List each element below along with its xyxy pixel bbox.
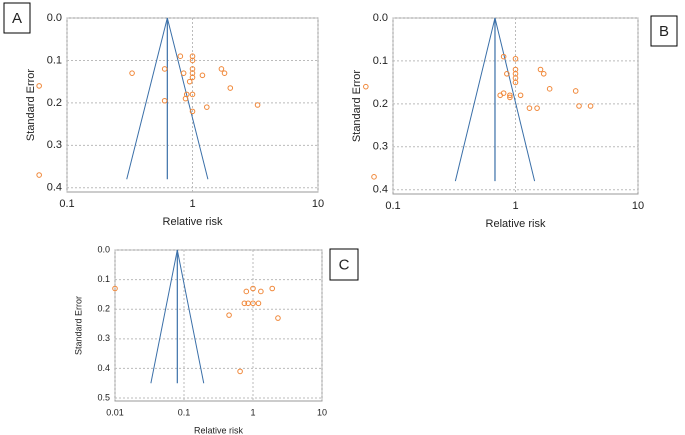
point <box>250 300 256 307</box>
y-axis-label: Standard Error <box>351 70 363 142</box>
point <box>500 90 507 96</box>
y-tick-label: 0.1 <box>373 55 388 67</box>
y-tick-label: 0.0 <box>47 12 62 24</box>
plot-area <box>66 17 319 193</box>
point <box>255 300 262 307</box>
point <box>199 72 206 79</box>
point <box>36 172 42 178</box>
point <box>186 78 193 85</box>
point <box>576 103 582 109</box>
point <box>546 86 553 92</box>
x-tick-label: 0.01 <box>106 407 124 417</box>
point <box>512 55 519 62</box>
point <box>363 83 369 90</box>
point <box>203 104 210 110</box>
x-tick-label: 1 <box>250 407 255 417</box>
point <box>161 66 168 72</box>
point <box>534 105 540 111</box>
x-tick-label: 0.1 <box>385 200 400 212</box>
point <box>129 70 135 76</box>
point <box>572 88 579 94</box>
point <box>189 91 196 98</box>
chart-panel: 0.01 0.1 1 10 0.0 0.1 0.2 0.3 0.4 0.5 Relative ris… <box>73 244 359 435</box>
chart-panel: 0.1 1 10 0.0 0.1 0.2 0.3 0.4 Relative risk Standa… <box>351 12 678 230</box>
point <box>269 285 276 292</box>
x-tick-label: 1 <box>189 198 195 210</box>
x-tick-label: 10 <box>317 407 327 417</box>
x-tick-label: 0.1 <box>59 198 74 210</box>
panel-box <box>3 2 31 34</box>
point <box>504 71 510 77</box>
point <box>250 285 256 292</box>
y-tick-label: 0.3 <box>97 333 110 343</box>
point <box>517 92 524 99</box>
y-tick-label: 0.1 <box>97 274 110 284</box>
y-tick-label: 0.5 <box>97 392 110 402</box>
point <box>537 66 544 73</box>
y-tick-label: 0.0 <box>97 244 110 254</box>
point <box>180 70 187 76</box>
point <box>500 53 507 60</box>
point <box>587 103 594 109</box>
x-axis-label: Relative risk <box>486 218 546 230</box>
chart-panel: 0.1 1 10 0.0 0.1 0.2 0.3 0.4 Relative risk Standa… <box>3 2 324 228</box>
point <box>512 79 519 86</box>
point <box>526 105 533 111</box>
point <box>182 95 189 102</box>
plot-area <box>114 249 323 402</box>
y-tick-label: 0.2 <box>373 98 388 110</box>
point <box>371 174 377 180</box>
y-tick-label: 0.4 <box>373 184 388 196</box>
y-tick-label: 0.1 <box>47 54 62 66</box>
y-axis-label: Standard Error <box>73 296 83 355</box>
point <box>540 71 547 77</box>
panel-label: A <box>12 10 22 27</box>
point <box>254 102 261 108</box>
point <box>189 57 196 64</box>
point <box>36 83 42 89</box>
point <box>237 368 243 375</box>
point <box>227 85 234 91</box>
point <box>161 97 168 104</box>
y-tick-label: 0.4 <box>97 363 110 373</box>
point <box>189 74 196 81</box>
x-axis-label: Relative risk <box>194 425 244 435</box>
point <box>112 285 118 292</box>
y-tick-label: 0.4 <box>47 182 62 194</box>
x-tick-label: 1 <box>512 200 518 212</box>
x-tick-label: 0.1 <box>178 407 191 417</box>
panel-label: C <box>339 256 350 273</box>
y-tick-label: 0.3 <box>373 141 388 153</box>
point <box>507 94 513 101</box>
point <box>258 288 264 295</box>
point <box>221 70 228 76</box>
point <box>177 53 184 59</box>
y-tick-label: 0.2 <box>97 304 110 314</box>
point <box>243 288 250 295</box>
y-axis-label: Standard Error <box>25 69 37 141</box>
point <box>218 66 225 72</box>
panel-label: B <box>659 23 669 40</box>
x-axis-label: Relative risk <box>163 216 223 228</box>
panel-box <box>329 248 359 281</box>
point <box>241 300 248 307</box>
y-tick-label: 0.0 <box>373 12 388 24</box>
point <box>226 312 232 318</box>
y-tick-label: 0.3 <box>47 139 62 151</box>
panel-box <box>650 15 678 47</box>
y-tick-label: 0.2 <box>47 97 62 109</box>
x-tick-label: 10 <box>632 200 644 212</box>
point <box>275 315 281 321</box>
point <box>507 92 513 99</box>
x-tick-label: 10 <box>312 198 324 210</box>
point <box>189 108 196 115</box>
